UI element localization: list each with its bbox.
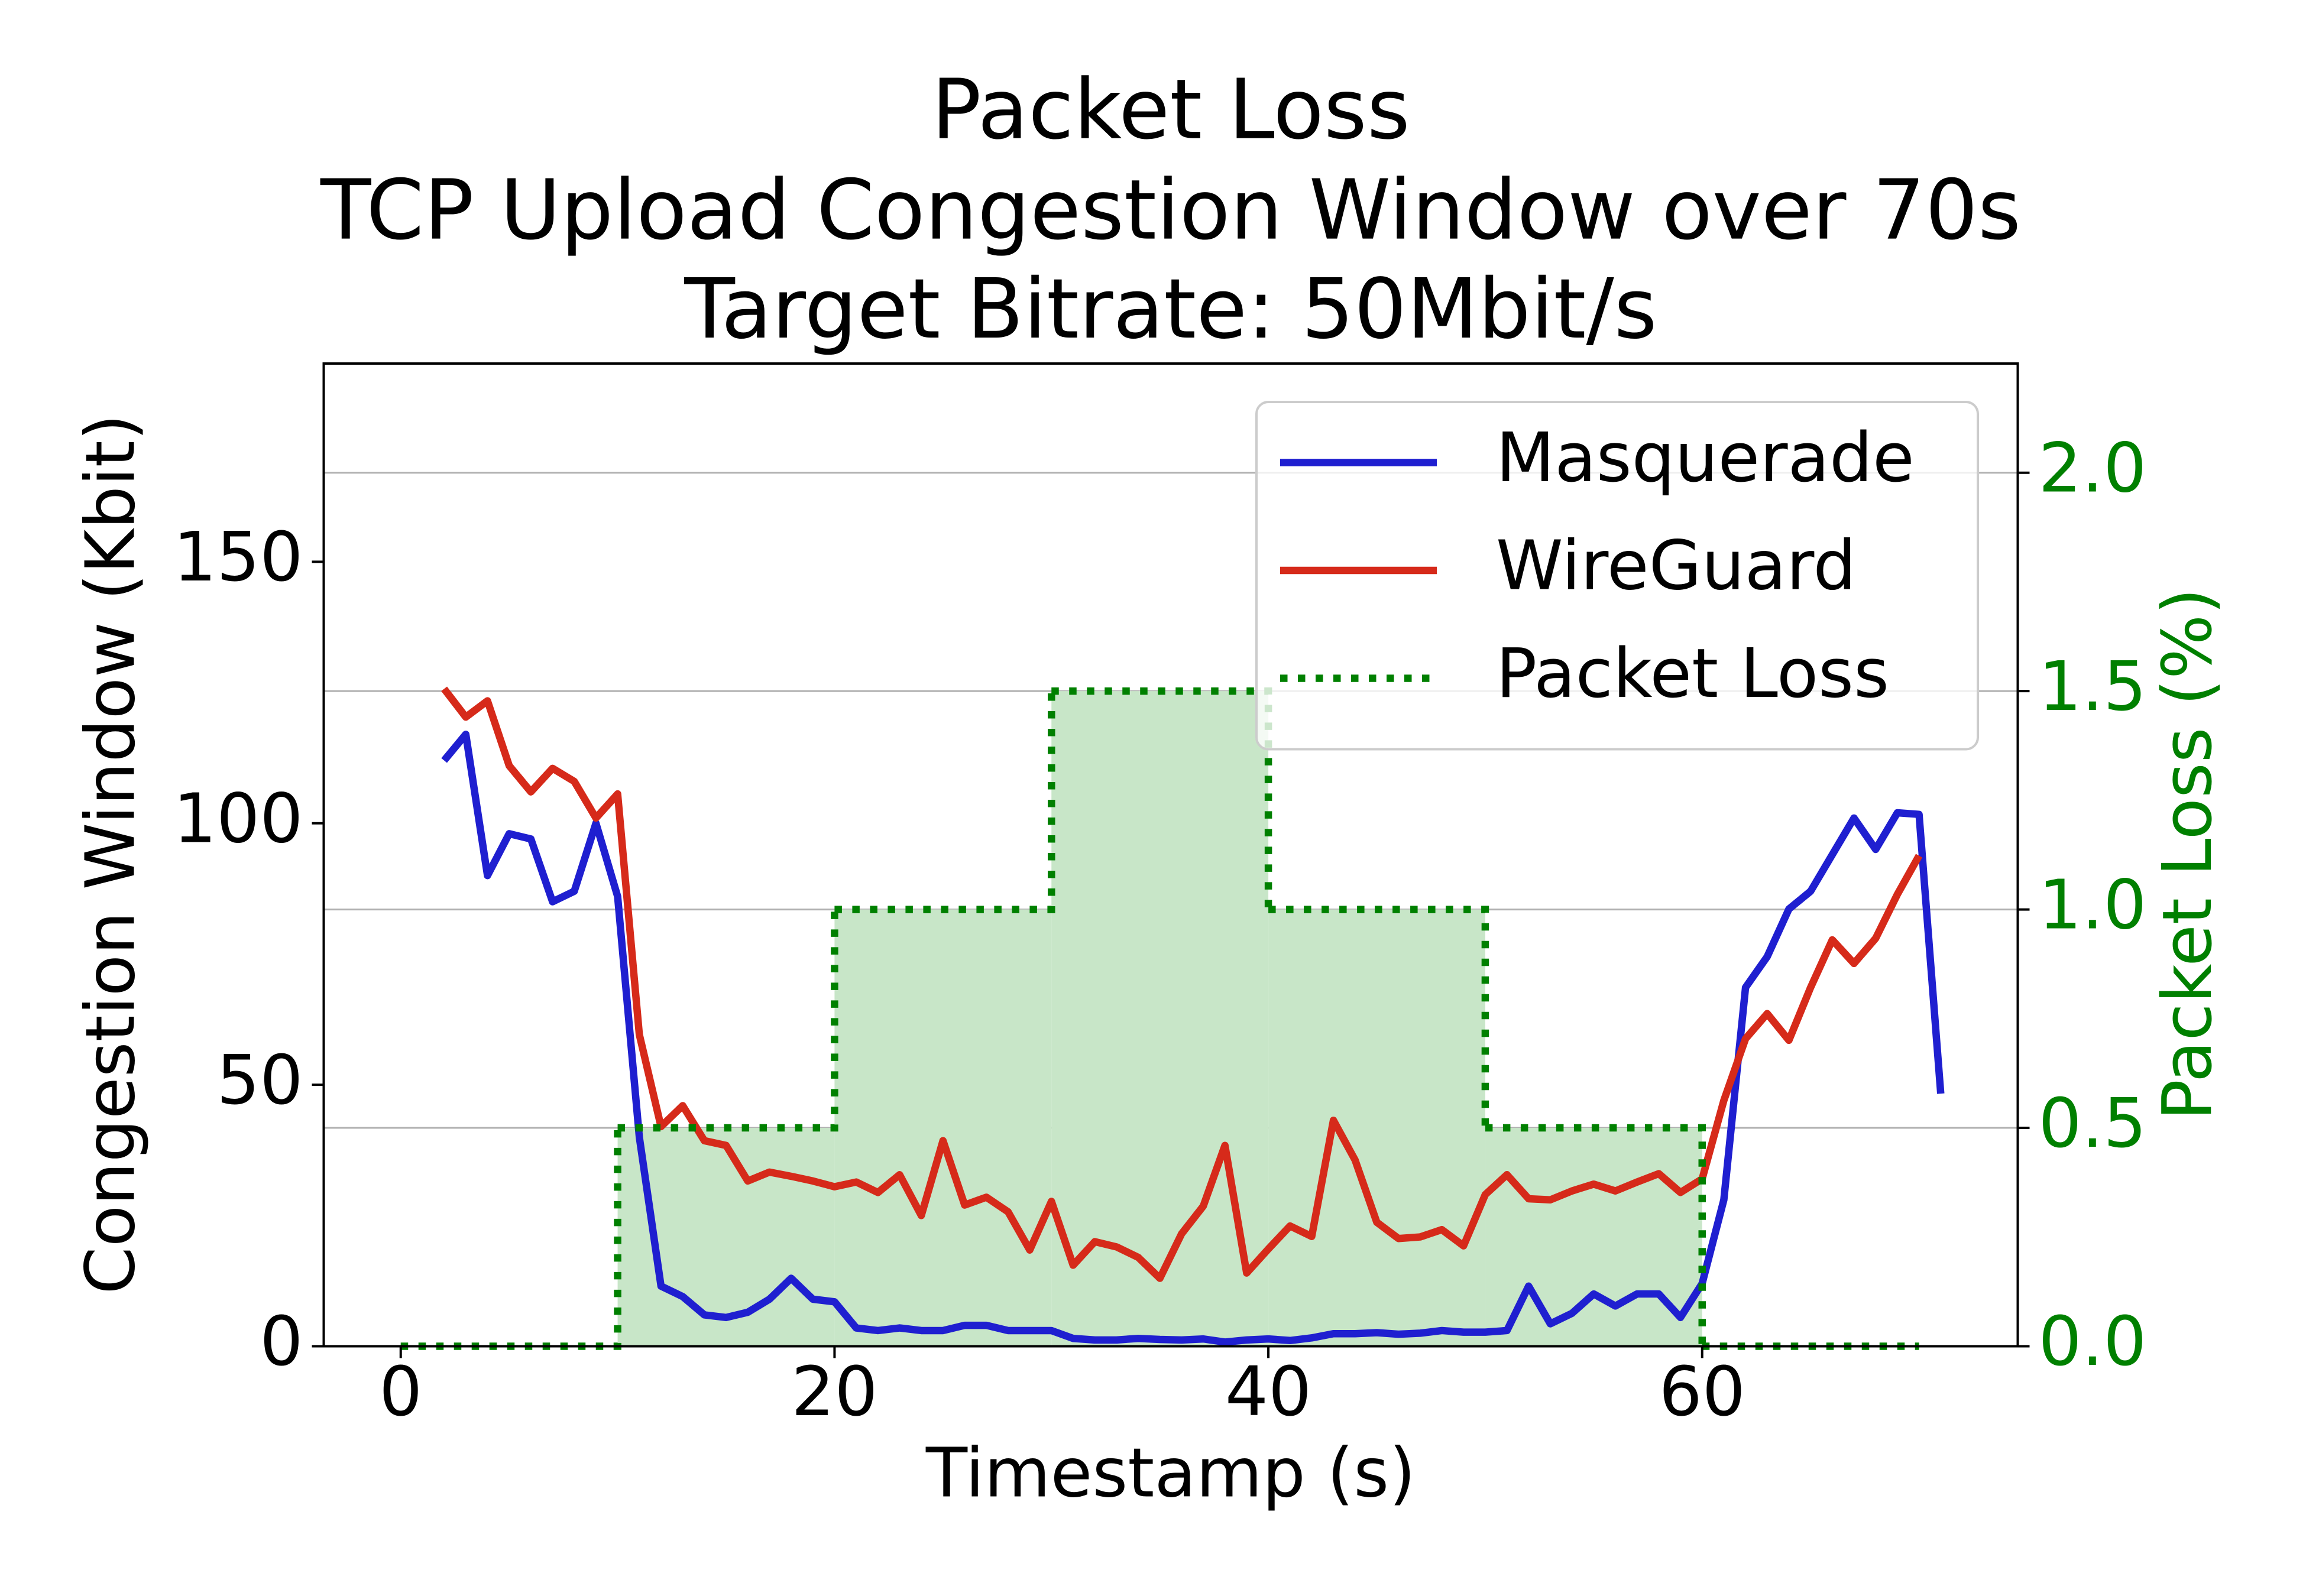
y-axis-label: Congestion Window (Kbit) xyxy=(72,414,151,1294)
y2-tick-label: 1.5 xyxy=(2039,647,2147,726)
x-axis-label: Timestamp (s) xyxy=(925,1434,1416,1513)
y2-axis-label: Packet Loss (%) xyxy=(2148,588,2227,1121)
loss-area xyxy=(1485,1128,1702,1347)
chart-subtitle: TCP Upload Congestion Window over 70s xyxy=(320,163,2021,259)
x-tick-label: 60 xyxy=(1659,1352,1745,1432)
loss-step xyxy=(1268,906,1489,1128)
y-tick-label: 50 xyxy=(216,1041,303,1120)
y2-tick-label: 0.5 xyxy=(2039,1084,2147,1163)
legend-box xyxy=(1255,401,1979,751)
x-tick-label: 20 xyxy=(791,1352,877,1432)
loss-step xyxy=(400,1128,621,1350)
y-tick-label: 100 xyxy=(173,779,303,858)
y-tick-label: 150 xyxy=(173,518,303,597)
legend-label: Packet Loss xyxy=(1496,634,1889,713)
legend-label: Masquerade xyxy=(1496,419,1915,498)
loss-step xyxy=(1485,1124,1706,1347)
y2-tick-label: 1.0 xyxy=(2039,865,2147,945)
y2-tick-label: 2.0 xyxy=(2039,429,2147,508)
x-tick-label: 40 xyxy=(1225,1352,1311,1432)
loss-step xyxy=(834,691,1055,913)
x-tick-label: 0 xyxy=(379,1352,422,1432)
legend-label: WireGuard xyxy=(1496,527,1856,606)
chart-title: Packet Loss xyxy=(931,62,1410,158)
plot-frame xyxy=(322,362,2019,1348)
loss-area xyxy=(834,909,1052,1347)
loss-step xyxy=(617,909,838,1132)
chart-subtitle: Target Bitrate: 50Mbit/s xyxy=(684,261,1657,358)
y2-tick-label: 0.0 xyxy=(2039,1302,2147,1381)
y-tick-label: 0 xyxy=(260,1302,303,1381)
loss-area xyxy=(1268,909,1485,1347)
series-line xyxy=(441,731,1945,1346)
loss-area xyxy=(1051,691,1269,1347)
series-line xyxy=(441,686,1923,1282)
